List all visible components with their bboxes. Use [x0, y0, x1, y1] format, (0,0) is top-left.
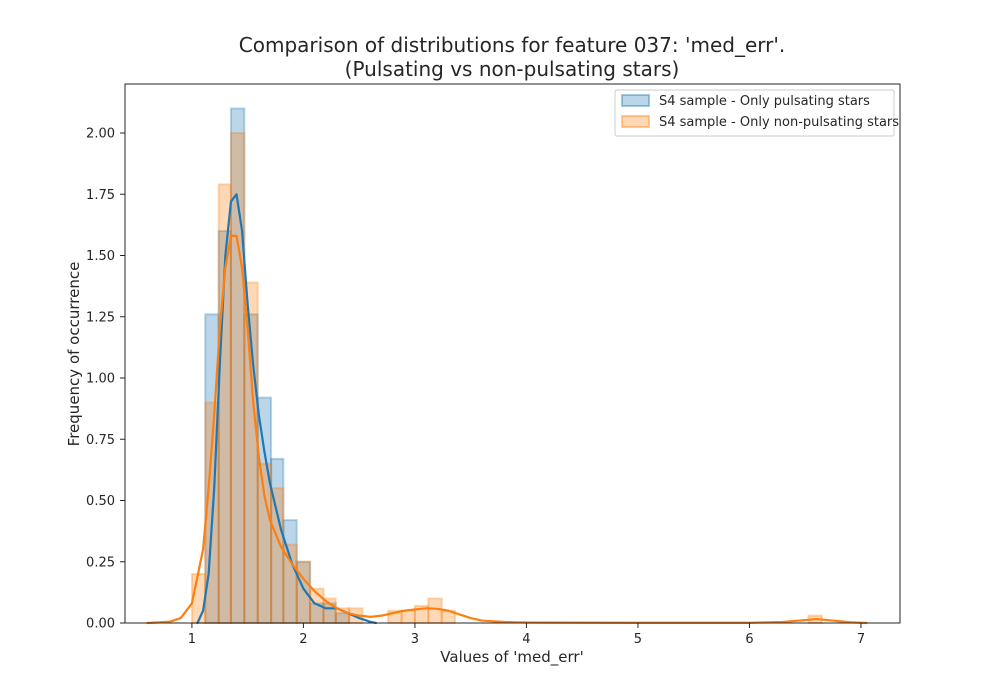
x-tick-label: 4 — [522, 632, 530, 647]
y-tick-label: 1.00 — [86, 372, 115, 387]
legend-swatch-pulsating — [621, 94, 650, 107]
chart-subtitle: (Pulsating vs non-pulsating stars) — [345, 57, 680, 81]
histogram-bar — [400, 609, 416, 624]
legend-swatch-non-pulsating — [621, 115, 650, 128]
histogram-bar — [427, 597, 443, 624]
x-tick-label: 3 — [411, 632, 419, 647]
plot-area — [146, 107, 868, 625]
histogram-series-0 — [204, 107, 351, 625]
x-axis-label: Values of 'med_err' — [440, 648, 583, 667]
y-tick-label: 0.50 — [86, 494, 115, 509]
axes-frame — [124, 83, 901, 624]
y-tick-label: 2.00 — [86, 127, 115, 142]
y-tick-label: 0.25 — [86, 555, 115, 570]
chart-title: Comparison of distributions for feature … — [239, 33, 785, 57]
x-axis-ticks: 1 2 3 4 5 6 7 — [188, 623, 865, 647]
y-tick-label: 1.50 — [86, 249, 115, 264]
y-tick-label: 0.75 — [86, 433, 115, 448]
legend-label-non-pulsating: S4 sample - Only non-pulsating stars — [659, 115, 899, 130]
histogram-bar — [256, 462, 273, 624]
y-tick-label: 1.25 — [86, 310, 115, 325]
x-tick-label: 6 — [745, 632, 753, 647]
legend-box — [614, 89, 895, 137]
y-axis-label: Frequency of occurrence — [65, 262, 83, 447]
x-tick-label: 7 — [857, 632, 865, 647]
y-tick-label: 0.00 — [86, 617, 115, 632]
x-tick-label: 5 — [634, 632, 642, 647]
x-tick-label: 1 — [188, 632, 196, 647]
x-tick-label: 2 — [299, 632, 307, 647]
legend: S4 sample - Only pulsating stars S4 samp… — [614, 89, 899, 137]
y-axis-ticks: 0.00 0.25 0.50 0.75 1.00 1.25 1.50 1.75 2.00 — [86, 127, 125, 632]
legend-label-pulsating: S4 sample - Only pulsating stars — [659, 94, 870, 109]
y-tick-label: 1.75 — [86, 188, 115, 203]
histogram-bar — [270, 487, 285, 624]
histogram-bar — [322, 597, 337, 624]
